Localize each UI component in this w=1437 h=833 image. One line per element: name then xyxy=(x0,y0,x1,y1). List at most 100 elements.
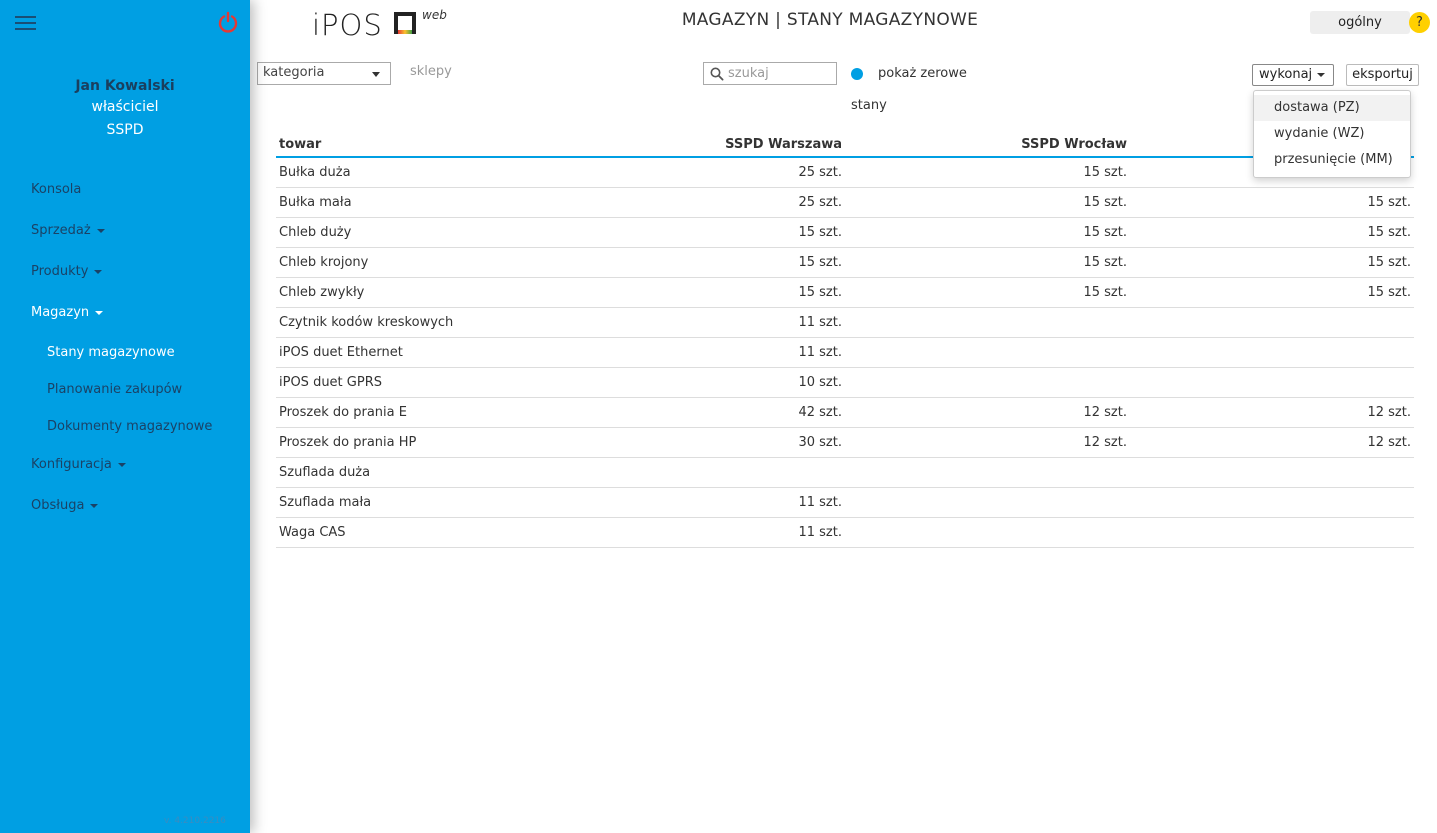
column-header-warszawa[interactable]: SSPD Warszawa xyxy=(561,132,845,158)
stock-qty-cell: 15 szt. xyxy=(1130,247,1414,278)
stock-qty-cell: 25 szt. xyxy=(561,187,845,218)
table-row[interactable]: Czytnik kodów kreskowych 11 szt. xyxy=(276,307,1414,338)
sidebar-subitem-dokumenty-magazynowe[interactable]: Dokumenty magazynowe xyxy=(0,410,250,447)
show-zero-label: pokaż zerowe xyxy=(878,66,967,81)
sidebar-subitem-planowanie-zakupow[interactable]: Planowanie zakupów xyxy=(0,373,250,410)
caret-down-icon xyxy=(96,228,105,233)
menu-item-transfer-mm[interactable]: przesunięcie (MM) xyxy=(1274,152,1393,167)
product-name-cell: Szuflada duża xyxy=(276,457,561,488)
table-row[interactable]: Waga CAS 11 szt. xyxy=(276,517,1414,548)
table-row[interactable]: iPOS duet GPRS 10 szt. xyxy=(276,367,1414,398)
stock-qty-cell: 15 szt. xyxy=(1130,187,1414,218)
product-name-cell: Szuflada mała xyxy=(276,487,561,518)
logo-suffix: web xyxy=(422,8,447,22)
context-selector[interactable]: ogólny xyxy=(1310,11,1410,34)
sidebar-item-sprzedaz[interactable]: Sprzedaż xyxy=(0,213,250,254)
stock-qty-cell xyxy=(1130,457,1414,488)
search-input[interactable] xyxy=(728,64,834,83)
stock-qty-cell: 15 szt. xyxy=(845,217,1130,248)
stock-qty-cell: 15 szt. xyxy=(1130,217,1414,248)
product-name-cell: Waga CAS xyxy=(276,517,561,548)
sidebar-item-label: Planowanie zakupów xyxy=(47,382,183,397)
show-zero-label-cont: stany xyxy=(851,98,887,113)
stock-qty-cell xyxy=(1130,487,1414,518)
hamburger-menu-icon[interactable] xyxy=(15,15,36,31)
stock-qty-cell xyxy=(845,487,1130,518)
stock-qty-cell: 15 szt. xyxy=(561,247,845,278)
logo-text: iPOS xyxy=(312,8,383,42)
table-row[interactable]: Szuflada mała 11 szt. xyxy=(276,487,1414,518)
category-select[interactable]: kategoria xyxy=(257,62,391,85)
product-name-cell: iPOS duet Ethernet xyxy=(276,337,561,368)
app-version: v. 4.210.2216 xyxy=(164,816,226,826)
sidebar-item-obsluga[interactable]: Obsługa xyxy=(0,488,250,529)
sidebar-item-label: Produkty xyxy=(31,264,89,279)
execute-dropdown-menu: dostawa (PZ) wydanie (WZ) przesunięcie (… xyxy=(1253,90,1411,178)
menu-item-delivery-pz[interactable]: dostawa (PZ) xyxy=(1254,95,1410,121)
table-row[interactable]: Chleb krojony 15 szt. 15 szt. 15 szt. xyxy=(276,247,1414,278)
table-row[interactable]: Bułka duża 25 szt. 15 szt. xyxy=(276,157,1414,188)
table-row[interactable]: Chleb duży 15 szt. 15 szt. 15 szt. xyxy=(276,217,1414,248)
stock-qty-cell xyxy=(1130,337,1414,368)
table-row[interactable]: iPOS duet Ethernet 11 szt. xyxy=(276,337,1414,368)
ipos-logo: iPOS web xyxy=(312,8,447,42)
sidebar-item-magazyn[interactable]: Magazyn xyxy=(0,295,250,336)
user-info: Jan Kowalski właściciel SSPD xyxy=(0,76,250,142)
search-icon xyxy=(710,67,724,81)
sidebar-item-konsola[interactable]: Konsola xyxy=(0,172,250,213)
stock-qty-cell: 42 szt. xyxy=(561,397,845,428)
category-select-value: kategoria xyxy=(263,65,325,80)
show-zero-toggle[interactable] xyxy=(851,68,863,80)
sidebar-item-label: Obsługa xyxy=(31,498,85,513)
sidebar-subitem-stany-magazynowe[interactable]: Stany magazynowe xyxy=(0,336,250,373)
stock-qty-cell xyxy=(1130,367,1414,398)
export-button[interactable]: eksportuj xyxy=(1346,64,1419,86)
table-row[interactable]: Chleb zwykły 15 szt. 15 szt. 15 szt. xyxy=(276,277,1414,308)
logo-square-icon xyxy=(394,12,416,34)
stock-qty-cell: 15 szt. xyxy=(561,277,845,308)
caret-down-icon xyxy=(95,310,104,315)
column-header-product[interactable]: towar xyxy=(276,132,561,158)
sidebar-item-label: Magazyn xyxy=(31,305,90,320)
caret-down-icon xyxy=(372,72,380,77)
stock-qty-cell: 12 szt. xyxy=(845,427,1130,458)
sidebar-item-label: Stany magazynowe xyxy=(47,345,175,360)
execute-button[interactable]: wykonaj xyxy=(1252,64,1334,86)
stock-qty-cell: 12 szt. xyxy=(1130,397,1414,428)
power-icon[interactable] xyxy=(217,11,239,33)
stock-qty-cell: 11 szt. xyxy=(561,307,845,338)
shops-filter[interactable]: sklepy xyxy=(410,64,452,79)
stock-qty-cell xyxy=(845,517,1130,548)
stock-qty-cell xyxy=(845,307,1130,338)
table-header-row: towar SSPD Warszawa SSPD Wrocław xyxy=(276,132,1414,158)
caret-down-icon xyxy=(1317,73,1325,77)
table-row[interactable]: Bułka mała 25 szt. 15 szt. 15 szt. xyxy=(276,187,1414,218)
help-icon[interactable]: ? xyxy=(1409,12,1430,33)
table-row[interactable]: Proszek do prania E 42 szt. 12 szt. 12 szt. xyxy=(276,397,1414,428)
product-name-cell: Proszek do prania HP xyxy=(276,427,561,458)
page-title: MAGAZYN | STANY MAGAZYNOWE xyxy=(681,10,979,30)
product-name-cell: Czytnik kodów kreskowych xyxy=(276,307,561,338)
user-role: właściciel xyxy=(91,99,159,115)
search-box[interactable] xyxy=(703,62,837,85)
menu-item-release-wz[interactable]: wydanie (WZ) xyxy=(1274,126,1365,141)
stock-qty-cell xyxy=(845,367,1130,398)
sidebar-item-label: Sprzedaż xyxy=(31,223,91,238)
table-row[interactable]: Szuflada duża xyxy=(276,457,1414,488)
stock-qty-cell: 15 szt. xyxy=(1130,277,1414,308)
sidebar-item-konfiguracja[interactable]: Konfiguracja xyxy=(0,447,250,488)
stock-qty-cell xyxy=(845,337,1130,368)
stock-qty-cell: 25 szt. xyxy=(561,157,845,188)
stock-qty-cell xyxy=(845,457,1130,488)
product-name-cell: Bułka mała xyxy=(276,187,561,218)
sidebar-item-produkty[interactable]: Produkty xyxy=(0,254,250,295)
product-name-cell: iPOS duet GPRS xyxy=(276,367,561,398)
caret-down-icon xyxy=(94,269,103,274)
column-header-wroclaw[interactable]: SSPD Wrocław xyxy=(845,132,1130,158)
stock-qty-cell: 11 szt. xyxy=(561,517,845,548)
table-row[interactable]: Proszek do prania HP 30 szt. 12 szt. 12 szt… xyxy=(276,427,1414,458)
stock-qty-cell: 12 szt. xyxy=(1130,427,1414,458)
caret-down-icon xyxy=(90,503,99,508)
product-name-cell: Proszek do prania E xyxy=(276,397,561,428)
stock-qty-cell: 12 szt. xyxy=(845,397,1130,428)
